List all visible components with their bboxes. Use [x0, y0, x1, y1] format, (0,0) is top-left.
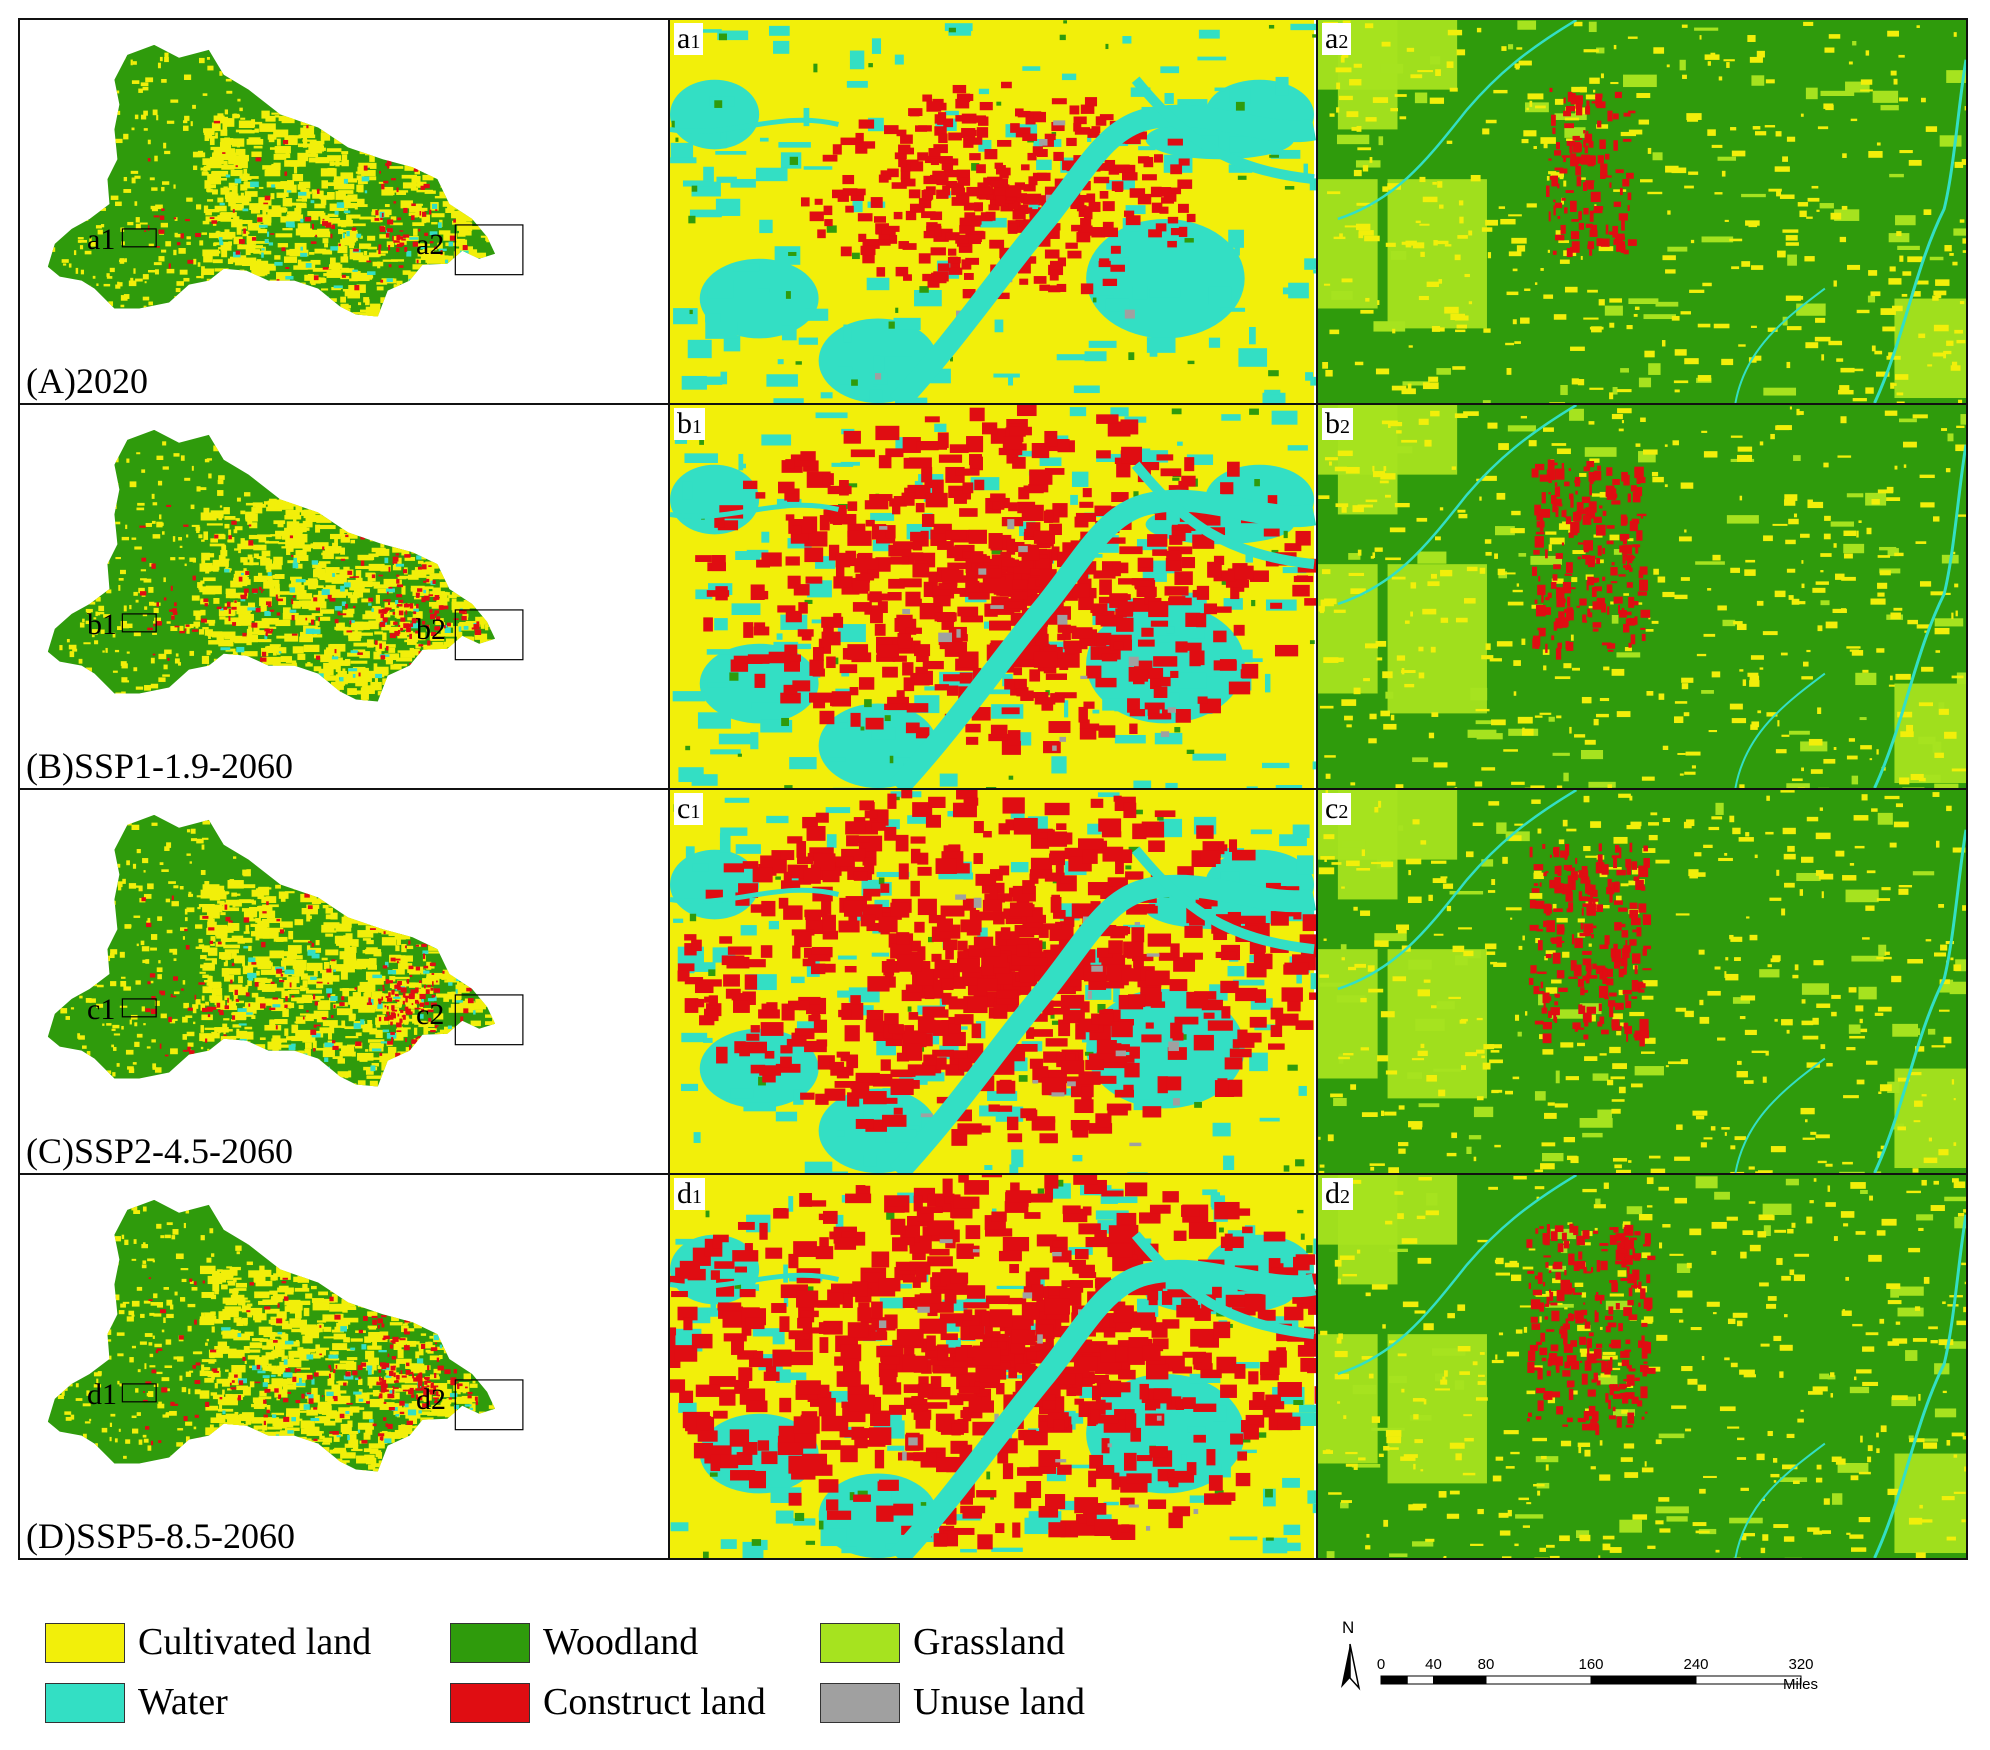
legend: Cultivated land Woodland Grassland Water Con… [45, 1620, 1145, 1740]
scale-tick-label: 240 [1683, 1656, 1709, 1673]
legend-label: Construct land [543, 1681, 766, 1723]
legend-label: Unuse land [913, 1681, 1086, 1723]
overview-map-panel: (A)2020 a1 a2 [18, 18, 670, 405]
legend-swatch [820, 1623, 900, 1663]
zoom-map-panel-2: b2 [1316, 403, 1968, 790]
panel-label: (C)SSP2-4.5-2060 [26, 1131, 294, 1171]
legend-swatch [450, 1623, 530, 1663]
land-use-map [20, 20, 668, 403]
legend-swatch [45, 1683, 125, 1723]
map-grid: (A)2020 a1 a2 a1 a2 (B)SSP1-1.9-2060 b1 b2 b1 b2(… [18, 18, 1968, 1560]
zoom-label-subscript: 2 [1338, 801, 1349, 823]
land-use-map [1318, 405, 1966, 788]
land-use-map [670, 790, 1316, 1173]
locator-box-label: d2 [416, 1383, 446, 1416]
zoom-label-letter: d [677, 1177, 692, 1210]
zoom-label-subscript: 1 [692, 1186, 702, 1208]
legend-label: Water [138, 1681, 228, 1723]
scale-tick-label: 320 [1788, 1656, 1814, 1673]
zoom-label-subscript: 2 [1338, 31, 1349, 53]
scale-unit: Miles [1783, 1676, 1819, 1693]
zoom-label-letter: b [1325, 407, 1340, 440]
legend-label: Grassland [913, 1621, 1065, 1663]
zoom-panel-label: d2 [1322, 1178, 1353, 1210]
zoom-panel-label: a2 [1322, 22, 1352, 55]
zoom-label-subscript: 1 [690, 31, 701, 53]
panel-label: (A)2020 [26, 361, 148, 401]
zoom-label-subscript: 2 [1340, 1186, 1350, 1208]
zoom-label-letter: a [677, 22, 691, 55]
scale-tick-label: 0 [1376, 1656, 1386, 1673]
zoom-label-subscript: 1 [692, 416, 702, 438]
zoom-label-subscript: 2 [1340, 416, 1350, 438]
land-use-map [670, 405, 1316, 788]
legend-item: Grassland [820, 1620, 1150, 1664]
locator-box-label: c2 [416, 998, 445, 1031]
zoom-label-letter: b [677, 407, 692, 440]
land-use-map [20, 1175, 668, 1558]
zoom-map-panel-1: d1 [668, 1173, 1318, 1560]
locator-box-label: d1 [87, 1378, 117, 1411]
land-use-map [1318, 1175, 1966, 1558]
legend-swatch [450, 1683, 530, 1723]
scale-tick-label: 160 [1578, 1656, 1604, 1673]
land-use-map [20, 405, 668, 788]
legend-label: Cultivated land [138, 1621, 372, 1663]
locator-box-label: b2 [416, 613, 446, 646]
land-use-map [1318, 20, 1966, 403]
zoom-map-panel-2: d2 [1316, 1173, 1968, 1560]
locator-box-label: c1 [87, 993, 116, 1026]
zoom-panel-label: c2 [1322, 792, 1352, 825]
overview-map-panel: (C)SSP2-4.5-2060 c1 c2 [18, 788, 670, 1175]
zoom-map-panel-1: b1 [668, 403, 1318, 790]
locator-box-label: a2 [416, 228, 445, 261]
locator-box-label: a1 [87, 223, 116, 256]
legend-item: Construct land [450, 1680, 780, 1724]
land-use-map [670, 20, 1316, 403]
locator-box-label: b1 [87, 608, 117, 641]
legend-label: Woodland [543, 1621, 699, 1663]
zoom-panel-label: b1 [674, 408, 705, 440]
scale-tick-label: 40 [1425, 1656, 1442, 1673]
land-use-map [1318, 790, 1966, 1173]
zoom-label-letter: d [1325, 1177, 1340, 1210]
overview-map-panel: (B)SSP1-1.9-2060 b1 b2 [18, 403, 670, 790]
panel-label: (D)SSP5-8.5-2060 [26, 1516, 296, 1556]
scale-bar-graphic [1380, 1675, 1802, 1685]
overview-map-panel: (D)SSP5-8.5-2060 d1 d2 [18, 1173, 670, 1560]
scale-bar: N Miles 0 40 80 160 240 320 [1335, 1618, 1875, 1718]
zoom-panel-label: c1 [674, 792, 704, 825]
scale-tick-label: 80 [1477, 1656, 1495, 1673]
zoom-panel-label: a1 [674, 22, 704, 55]
north-arrow-icon: N [1335, 1618, 1365, 1708]
zoom-panel-label: b2 [1322, 408, 1353, 440]
land-use-map [670, 1175, 1316, 1558]
zoom-label-subscript: 1 [690, 801, 701, 823]
zoom-map-panel-1: a1 [668, 18, 1318, 405]
zoom-label-letter: c [1325, 792, 1339, 825]
zoom-map-panel-2: c2 [1316, 788, 1968, 1175]
legend-swatch [820, 1683, 900, 1723]
land-use-map [20, 790, 668, 1173]
panel-label: (B)SSP1-1.9-2060 [26, 746, 294, 786]
legend-item: Cultivated land [45, 1620, 375, 1664]
zoom-map-panel-2: a2 [1316, 18, 1968, 405]
legend-item: Water [45, 1680, 375, 1724]
zoom-panel-label: d1 [674, 1178, 705, 1210]
zoom-label-letter: c [677, 792, 691, 825]
legend-item: Unuse land [820, 1680, 1150, 1724]
north-label: N [1342, 1618, 1355, 1637]
legend-swatch [45, 1623, 125, 1663]
legend-item: Woodland [450, 1620, 780, 1664]
zoom-label-letter: a [1325, 22, 1339, 55]
zoom-map-panel-1: c1 [668, 788, 1318, 1175]
